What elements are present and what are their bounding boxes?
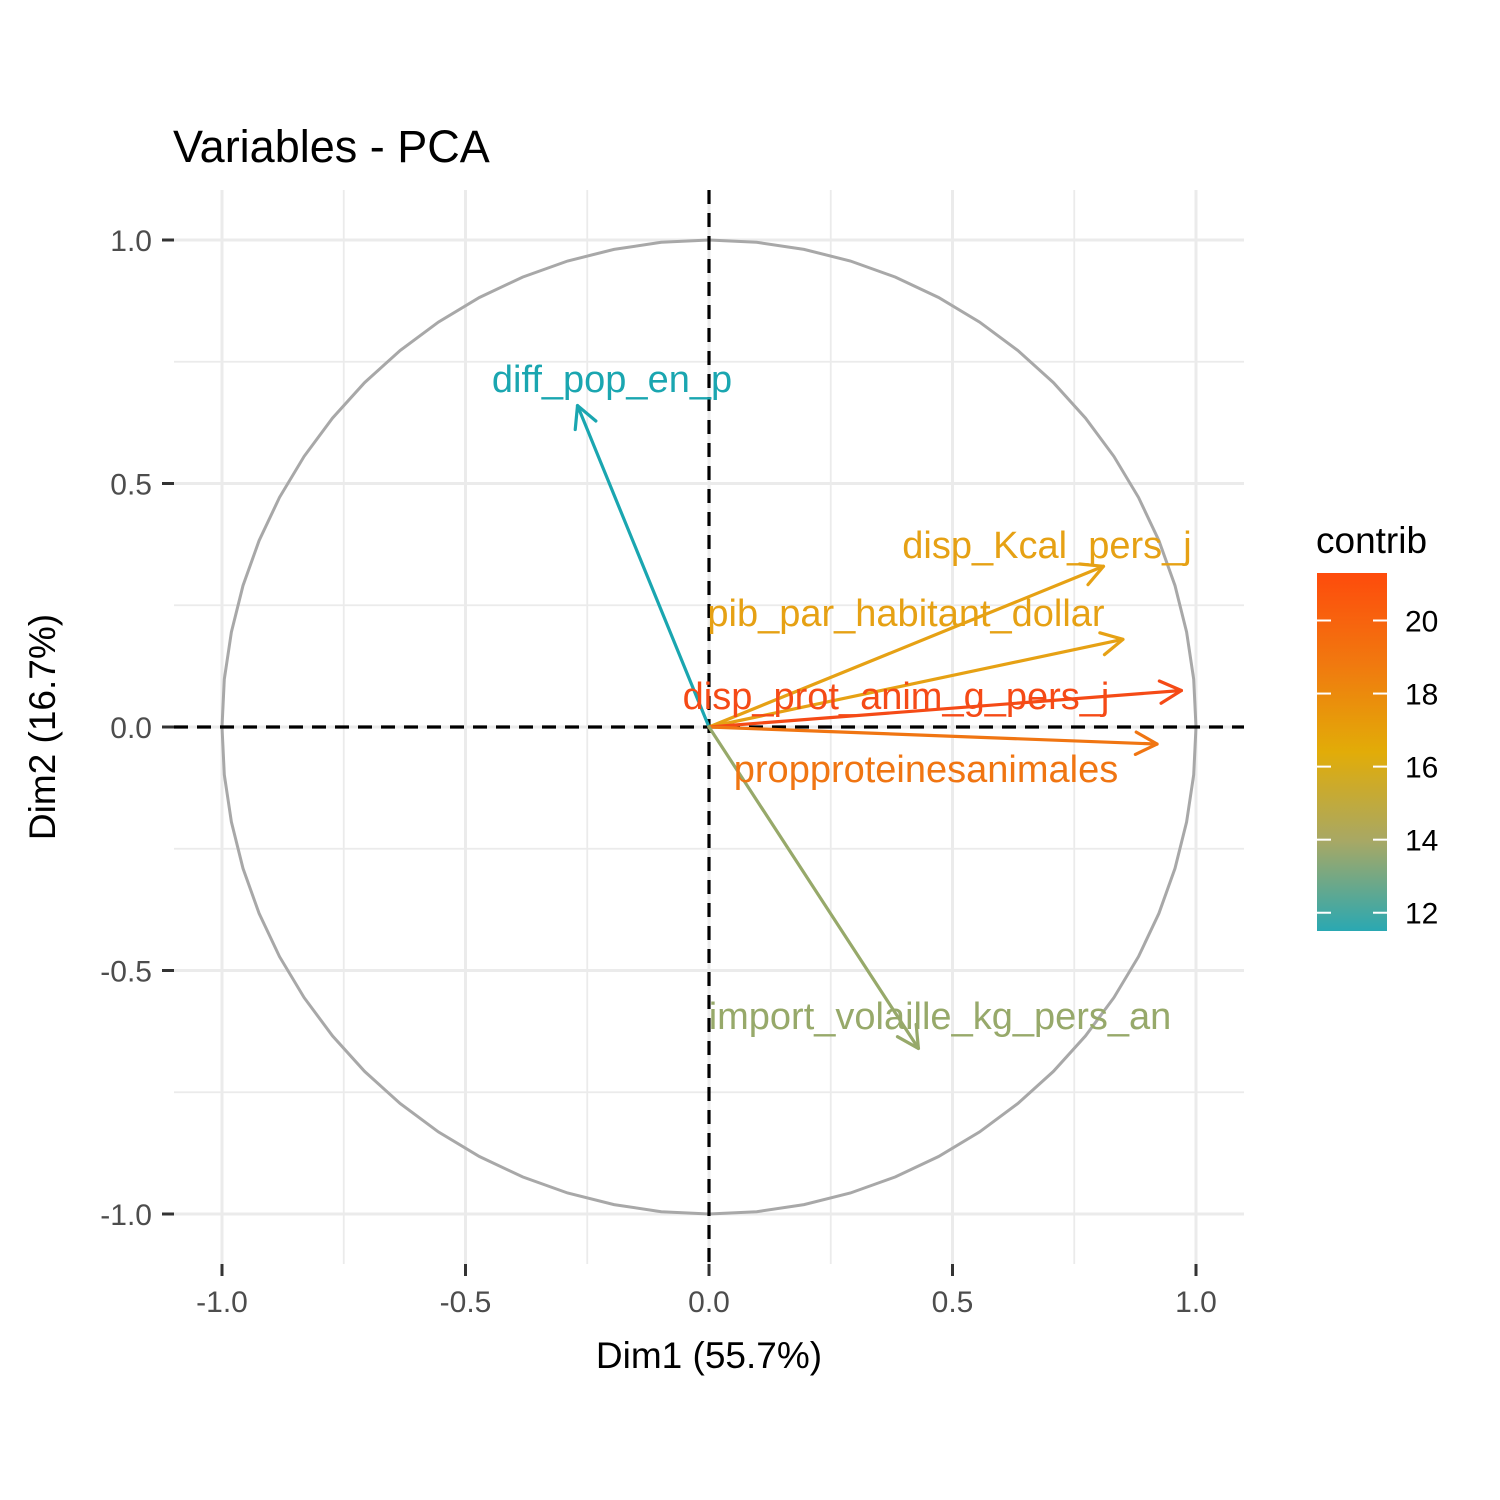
x-axis-title: Dim1 (55.7%) [596, 1335, 822, 1376]
legend-tick-label: 12 [1405, 898, 1438, 931]
legend-tick-label: 20 [1405, 605, 1438, 638]
x-tick-label: 0.5 [932, 1286, 974, 1319]
label-propproteinesanimales: propproteinesanimales [734, 749, 1118, 791]
legend-ticks: 20 18 16 14 12 [1317, 605, 1438, 931]
y-tick-label: 0.0 [110, 712, 152, 745]
y-axis-title: Dim2 (16.7%) [22, 614, 63, 840]
axes: 1.0 0.5 0.0 -0.5 -1.0 -1.0 -0.5 0.0 0.5 1.0 [100, 225, 1217, 1319]
x-tick-label: -1.0 [196, 1286, 248, 1319]
x-tick-label: 1.0 [1175, 1286, 1217, 1319]
arrow-pib-par-habitant-dollar [707, 631, 1125, 729]
arrow-diff-pop-en-p [573, 403, 711, 729]
x-tick-label: 0.0 [688, 1286, 730, 1319]
legend-tick-label: 16 [1405, 752, 1438, 785]
arrow-propproteinesanimales [707, 725, 1159, 756]
legend-tick-label: 14 [1405, 825, 1438, 858]
arrow-import-volaille-kg-pers-an [707, 725, 921, 1051]
x-tick-label: -0.5 [440, 1286, 492, 1319]
contrib-legend: contrib 20 18 16 14 12 [1316, 520, 1438, 931]
y-tick-label: -0.5 [100, 956, 152, 989]
legend-tick-label: 18 [1405, 679, 1438, 712]
chart-title: Variables - PCA [173, 121, 490, 172]
label-disp-prot-anim-g-pers-j: disp_prot_anim_g_pers_j [683, 676, 1110, 718]
label-import-volaille-kg-pers-an: import_volaille_kg_pers_an [709, 996, 1172, 1038]
label-disp-Kcal-pers-j: disp_Kcal_pers_j [902, 525, 1191, 567]
label-pib-par-habitant-dollar: pib_par_habitant_dollar [707, 593, 1105, 635]
arrow-disp-Kcal-pers-j [707, 562, 1106, 729]
y-tick-label: -1.0 [100, 1199, 152, 1232]
variable-arrows [573, 403, 1183, 1051]
label-diff-pop-en-p: diff_pop_en_p [492, 359, 732, 401]
legend-colorbar [1317, 573, 1387, 931]
y-tick-label: 0.5 [110, 469, 152, 502]
variable-labels: diff_pop_en_p disp_Kcal_pers_j pib_par_hab… [492, 359, 1192, 1038]
y-tick-label: 1.0 [110, 225, 152, 258]
legend-title: contrib [1316, 520, 1427, 561]
arrow-disp-prot-anim-g-pers-j [707, 679, 1183, 729]
